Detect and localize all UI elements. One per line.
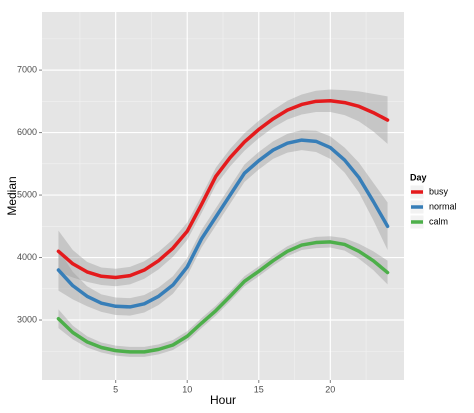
- confidence-band: [58, 89, 388, 287]
- y-tick-label: 4000: [17, 252, 37, 262]
- x-tick-label: 10: [182, 384, 192, 394]
- legend-title: Day: [410, 172, 427, 182]
- y-tick-label: 7000: [17, 64, 37, 74]
- y-tick-label: 3000: [17, 314, 37, 324]
- line: [56, 240, 390, 354]
- legend-label: normal: [429, 201, 457, 211]
- line: [56, 98, 390, 280]
- y-tick-label: 5000: [17, 189, 37, 199]
- y-tick-label: 6000: [17, 127, 37, 137]
- x-tick-label: 15: [254, 384, 264, 394]
- legend-label: calm: [429, 216, 448, 226]
- line: [56, 138, 390, 309]
- x-tick-label: 20: [325, 384, 335, 394]
- y-axis-title: Median: [5, 176, 19, 215]
- legend-label: busy: [429, 186, 449, 196]
- x-axis-title: Hour: [210, 393, 236, 407]
- x-tick-label: 5: [113, 384, 118, 394]
